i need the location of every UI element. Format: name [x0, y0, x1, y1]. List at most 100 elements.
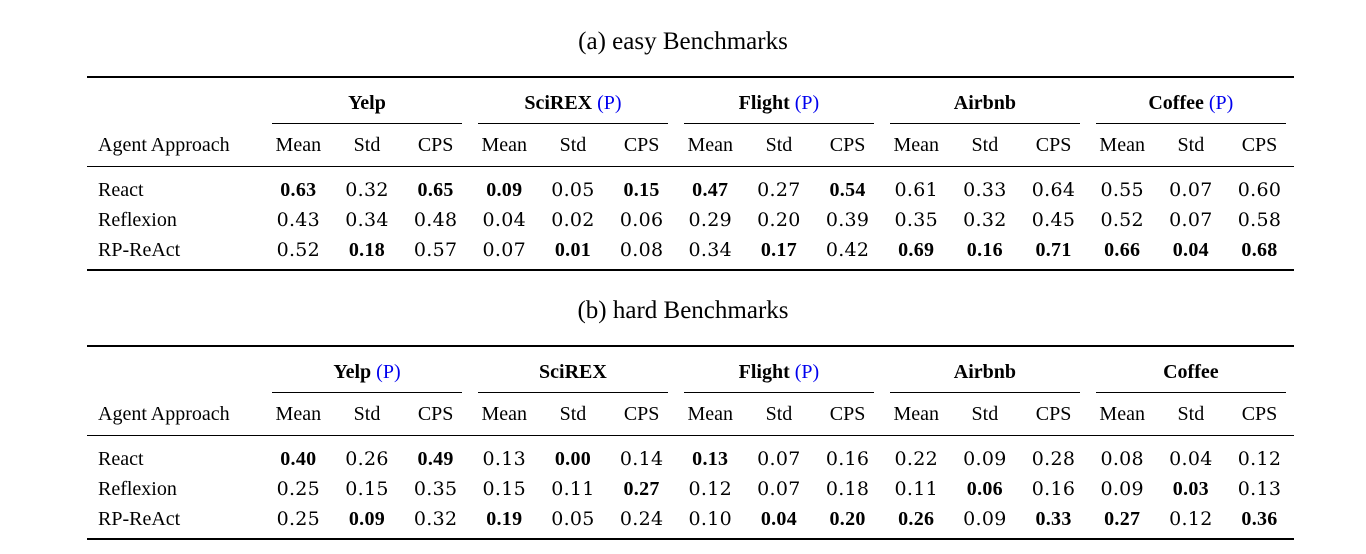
value-cell: 0.25	[276, 508, 321, 530]
dataset-name: Airbnb	[953, 361, 1017, 383]
agent-name: React	[98, 178, 144, 201]
table-hard-benchmarks: Yelp (P) SciREX Flight (P) Airbnb Coffee Agen…	[87, 345, 1294, 541]
value-cell: 0.10	[688, 508, 733, 530]
cmidrule	[683, 392, 874, 393]
value-cell: 0.05	[551, 508, 595, 530]
table-row: RP-ReAct 0.25 0.09 0.32 0.19 0.05 0.24 0.10 0.04…	[87, 504, 1294, 539]
value-cell: 0.05	[551, 179, 595, 201]
table-b-caption: (b) hard Benchmarks	[577, 297, 789, 324]
value-cell: 0.04	[760, 507, 798, 530]
value-cell: 0.14	[619, 448, 664, 470]
dataset-header: Coffee (P)	[1088, 78, 1294, 124]
dataset-name: Yelp	[348, 92, 386, 114]
value-cell: 0.54	[829, 178, 866, 201]
value-cell: 0.57	[413, 239, 458, 261]
value-cell: 0.09	[486, 178, 523, 201]
cmidrule	[272, 123, 462, 124]
dataset-header-row: Yelp SciREX (P) Flight (P) Airbnb Coffee (P)	[87, 78, 1294, 124]
value-cell: 0.71	[1035, 238, 1072, 261]
column-header: Mean	[687, 402, 734, 425]
cmidrule	[1095, 392, 1286, 393]
cmidrule	[889, 123, 1080, 124]
dataset-header: Coffee	[1088, 347, 1294, 393]
column-header: Mean	[1099, 402, 1145, 425]
value-cell: 0.25	[276, 478, 321, 500]
value-cell: 0.09	[348, 507, 386, 530]
dataset-header: SciREX	[470, 347, 676, 393]
value-cell: 0.08	[619, 239, 664, 261]
value-cell: 0.02	[551, 209, 595, 231]
value-cell: 0.22	[894, 448, 938, 470]
value-cell: 0.18	[348, 238, 386, 261]
value-cell: 0.29	[688, 209, 733, 231]
value-cell: 0.27	[623, 477, 660, 500]
value-cell: 0.32	[345, 179, 389, 201]
bottom-rule	[87, 269, 1294, 272]
agent-name: React	[98, 447, 144, 470]
value-cell: 0.07	[757, 448, 801, 470]
column-header: CPS	[417, 402, 454, 425]
value-cell: 0.35	[413, 478, 458, 500]
column-header: Mean	[1099, 133, 1145, 156]
value-cell: 0.34	[688, 239, 733, 261]
dataset-header: Airbnb	[882, 347, 1088, 393]
value-cell: 0.12	[1237, 448, 1282, 470]
dataset-name: Flight	[738, 361, 790, 383]
column-header: CPS	[623, 402, 660, 425]
value-cell: 0.58	[1237, 209, 1282, 231]
value-cell: 0.49	[417, 447, 454, 470]
value-cell: 0.32	[413, 508, 458, 530]
value-cell: 0.33	[1035, 507, 1072, 530]
value-cell: 0.34	[345, 209, 389, 231]
value-cell: 0.15	[345, 478, 389, 500]
column-header: Std	[353, 402, 381, 425]
mid-rule	[87, 166, 1294, 167]
value-cell: 0.12	[688, 478, 733, 500]
agent-name: RP-ReAct	[98, 507, 181, 530]
p-marker: (P)	[1208, 92, 1234, 114]
column-header: CPS	[417, 133, 454, 156]
agent-name: RP-ReAct	[98, 238, 181, 261]
table-row: RP-ReAct 0.52 0.18 0.57 0.07 0.01 0.08 0.34 0.17…	[87, 235, 1294, 270]
column-header: Mean	[893, 402, 939, 425]
value-cell: 0.16	[1031, 478, 1076, 500]
cmidrule	[889, 392, 1080, 393]
column-header: Std	[1177, 133, 1205, 156]
cmidrule	[683, 123, 874, 124]
dataset-name: Coffee	[1163, 361, 1219, 383]
column-header: CPS	[1035, 133, 1072, 156]
value-cell: 0.04	[1172, 238, 1209, 261]
dataset-header: SciREX (P)	[470, 78, 676, 124]
bottom-rule	[87, 538, 1294, 541]
value-cell: 0.07	[1169, 209, 1213, 231]
value-cell: 0.35	[894, 209, 938, 231]
value-cell: 0.06	[966, 477, 1003, 500]
value-cell: 0.07	[757, 478, 801, 500]
cmidrule	[272, 392, 462, 393]
column-header: Std	[971, 402, 999, 425]
value-cell: 0.39	[825, 209, 870, 231]
column-header: Mean	[275, 133, 322, 156]
column-header: CPS	[1241, 133, 1278, 156]
column-header: Mean	[481, 133, 528, 156]
table-row: React 0.63 0.32 0.65 0.09 0.05 0.15 0.47 0.27 0.5…	[87, 167, 1294, 205]
agent-name: Reflexion	[98, 477, 177, 500]
value-cell: 0.48	[413, 209, 458, 231]
table-row: Reflexion 0.43 0.34 0.48 0.04 0.02 0.06 0.29 0.2…	[87, 205, 1294, 235]
column-header: Std	[353, 133, 381, 156]
column-header: CPS	[829, 402, 866, 425]
value-cell: 0.09	[963, 448, 1007, 470]
mid-rule	[87, 435, 1294, 436]
column-header: Mean	[275, 402, 322, 425]
value-cell: 0.11	[894, 478, 938, 500]
value-cell: 0.68	[1241, 238, 1278, 261]
value-cell: 0.03	[1172, 477, 1209, 500]
row-header-label: Agent Approach	[98, 402, 230, 425]
cmidrule	[1095, 123, 1286, 124]
column-header: CPS	[623, 133, 660, 156]
value-cell: 0.27	[1104, 507, 1141, 530]
value-cell: 0.64	[1031, 179, 1076, 201]
value-cell: 0.07	[482, 239, 527, 261]
dataset-name: SciREX	[539, 361, 607, 383]
value-cell: 0.63	[280, 178, 317, 201]
